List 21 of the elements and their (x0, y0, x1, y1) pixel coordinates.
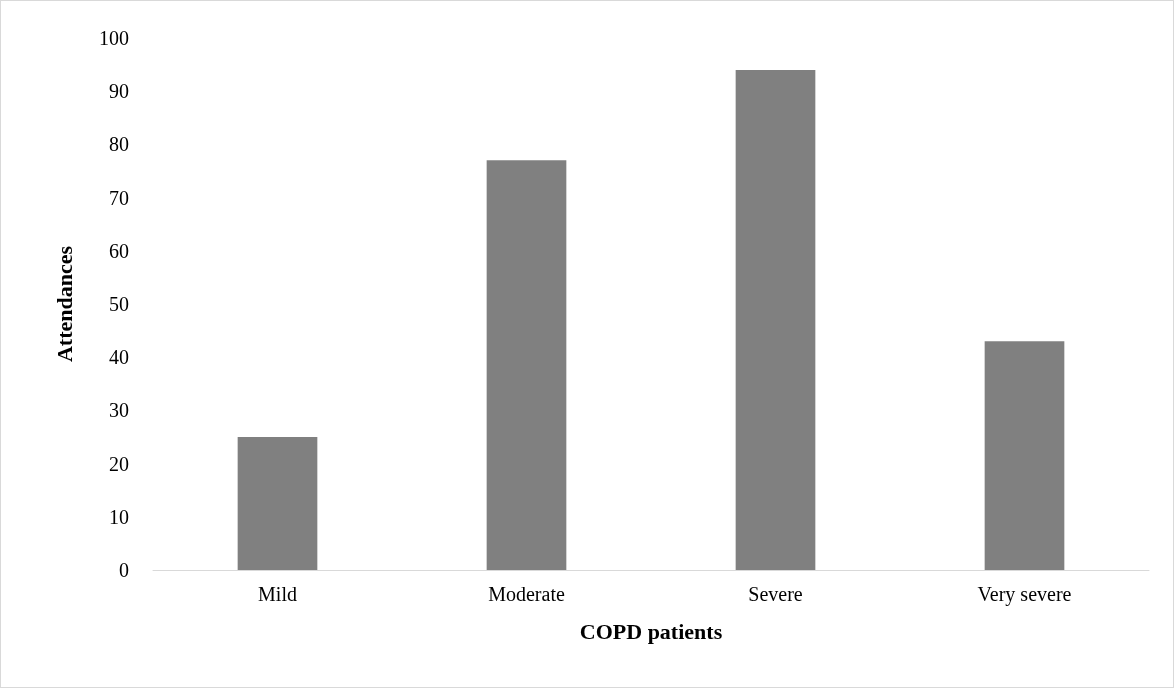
y-tick-label: 70 (109, 186, 129, 209)
bar (735, 69, 816, 570)
x-tick-label: Very severe (977, 583, 1072, 606)
y-tick-label: 30 (109, 399, 129, 422)
y-tick-label: 40 (109, 346, 129, 369)
y-tick-label: 100 (99, 27, 129, 49)
bar (984, 341, 1065, 570)
x-tick-label: Mild (258, 583, 297, 605)
y-tick-label: 0 (119, 559, 129, 581)
bar (486, 160, 567, 570)
y-tick-label: 20 (109, 452, 129, 475)
y-tick-label: 10 (109, 505, 129, 528)
y-axis-title: Attendances (51, 245, 77, 363)
x-axis-title: COPD patients (579, 618, 723, 644)
y-tick-label: 90 (109, 80, 129, 103)
x-tick-label: Moderate (488, 583, 565, 605)
y-tick-label: 50 (109, 293, 129, 315)
y-tick-label: 80 (109, 133, 129, 156)
x-tick-label: Severe (748, 583, 803, 605)
y-tick-label: 60 (109, 239, 129, 262)
bar (237, 437, 318, 570)
